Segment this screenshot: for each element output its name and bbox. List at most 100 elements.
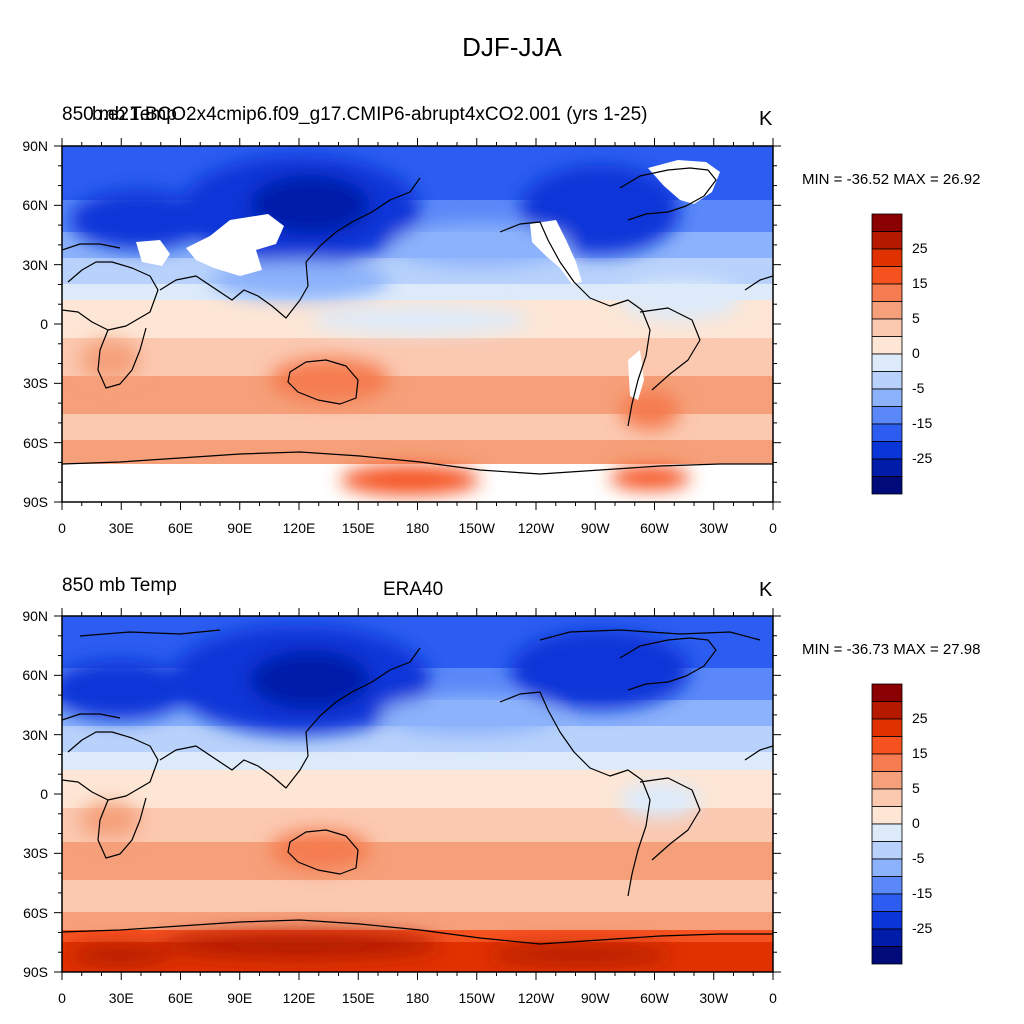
- colorbar-box: [871, 458, 903, 477]
- lon-tick-label: 60W: [640, 520, 669, 536]
- colorbar-label: 25: [912, 240, 928, 256]
- lon-tick-label: 150E: [341, 990, 375, 1006]
- lat-tick-label: 30S: [23, 845, 48, 862]
- lon-tick-label: 0: [769, 520, 777, 536]
- colorbar-box: [871, 301, 903, 320]
- colorbar-box: [871, 841, 903, 860]
- lat-tick-label: 60S: [23, 434, 48, 451]
- lon-tick-label: 60E: [168, 990, 193, 1006]
- colorbar-label: -15: [912, 415, 933, 431]
- lat-tick-label: 30N: [22, 726, 48, 743]
- panel1-map: [62, 146, 773, 502]
- lat-tick-label: 0: [40, 786, 48, 802]
- colorbar-box: [871, 893, 903, 912]
- colorbar-box: [871, 266, 903, 285]
- lon-tick-label: 150E: [341, 520, 375, 536]
- colorbar-box: [871, 318, 903, 337]
- colorbar-box: [871, 283, 903, 302]
- panel1-variable-title: 850 mb Temp: [62, 104, 177, 125]
- panel1-minmax: MIN = -36.52 MAX = 26.92: [802, 171, 981, 188]
- lat-tick-label: 30N: [22, 256, 48, 273]
- colorbar-box: [871, 876, 903, 895]
- panel1-units: K: [759, 108, 773, 130]
- colorbar-box: [871, 928, 903, 947]
- lon-tick-label: 60E: [168, 520, 193, 536]
- colorbar-label: 15: [912, 275, 928, 291]
- lat-tick-label: 90N: [22, 608, 48, 624]
- colorbar-box: [871, 858, 903, 877]
- colorbar-label: -25: [912, 920, 933, 936]
- lon-tick-label: 90E: [227, 520, 253, 536]
- colorbar-box: [871, 231, 903, 250]
- panel2-temperature-field: [62, 616, 773, 972]
- colorbar-box: [871, 388, 903, 407]
- colorbar-label: 0: [912, 345, 920, 361]
- panel2-case-title: ERA40: [383, 579, 444, 600]
- axis-ticks: [54, 138, 781, 980]
- colorbar-box: [871, 753, 903, 772]
- colorbar-label: 25: [912, 710, 928, 726]
- panel2-variable-title: 850 mb Temp: [62, 575, 177, 596]
- lat-tick-label: 60S: [23, 904, 48, 921]
- lon-tick-label: 30W: [699, 990, 729, 1006]
- colorbar-box: [871, 911, 903, 930]
- panel2-map: [62, 616, 773, 972]
- colorbar-label: 5: [912, 310, 920, 326]
- lat-tick-label: 60N: [22, 197, 48, 214]
- colorbar-box: [871, 476, 903, 495]
- colorbar-box: [871, 823, 903, 842]
- lon-tick-label: 0: [58, 520, 66, 536]
- colorbar-box: [871, 806, 903, 825]
- colorbar-label: -15: [912, 885, 933, 901]
- colorbar-box: [871, 248, 903, 267]
- colorbar-box: [871, 371, 903, 390]
- colorbar-box: [871, 736, 903, 755]
- colorbar-box: [871, 441, 903, 460]
- lat-tick-label: 90S: [23, 494, 48, 510]
- lon-tick-label: 180: [405, 990, 430, 1006]
- colorbar-label: -5: [912, 850, 925, 866]
- lon-tick-label: 150W: [458, 520, 496, 536]
- lon-tick-label: 120E: [282, 520, 316, 536]
- lon-tick-label: 90W: [580, 990, 610, 1006]
- lon-tick-label: 150W: [458, 990, 496, 1006]
- colorbar-box: [871, 423, 903, 442]
- colorbar-label: 5: [912, 780, 920, 796]
- lon-tick-label: 30E: [108, 990, 134, 1006]
- lon-tick-label: 180: [405, 520, 430, 536]
- figure-title: DJF-JJA: [462, 32, 562, 62]
- lat-tick-label: 90S: [23, 964, 48, 980]
- panel2-minmax: MIN = -36.73 MAX = 27.98: [802, 641, 981, 658]
- colorbar-label: 15: [912, 745, 928, 761]
- panel2-units: K: [759, 579, 773, 601]
- colorbar-box: [871, 718, 903, 737]
- colorbar-box: [871, 353, 903, 372]
- colorbars: [871, 213, 903, 965]
- colorbar-label: 0: [912, 815, 920, 831]
- colorbar-box: [871, 946, 903, 965]
- colorbar-box: [871, 683, 903, 702]
- lon-tick-label: 0: [769, 990, 777, 1006]
- lat-tick-label: 0: [40, 316, 48, 332]
- lat-tick-label: 90N: [22, 138, 48, 154]
- colorbar-box: [871, 788, 903, 807]
- lon-tick-label: 60W: [640, 990, 669, 1006]
- panel2-coastlines: [62, 629, 773, 945]
- lat-tick-label: 60N: [22, 667, 48, 684]
- lon-tick-label: 30W: [699, 520, 729, 536]
- lon-tick-label: 120W: [517, 990, 555, 1006]
- colorbar-box: [871, 771, 903, 790]
- panel1-coastlines: [62, 167, 773, 475]
- panel1-case-title: b.e21.BCO2x4cmip6.f09_g17.CMIP6-abrupt4x…: [92, 104, 648, 125]
- colorbar-box: [871, 213, 903, 232]
- colorbar-box: [871, 701, 903, 720]
- colorbar-label: -5: [912, 380, 925, 396]
- colorbar-label: -25: [912, 450, 933, 466]
- lon-tick-label: 120E: [282, 990, 316, 1006]
- lat-tick-label: 30S: [23, 375, 48, 392]
- colorbar-box: [871, 406, 903, 425]
- lon-tick-label: 30E: [108, 520, 134, 536]
- lon-tick-label: 0: [58, 990, 66, 1006]
- lon-tick-label: 120W: [517, 520, 555, 536]
